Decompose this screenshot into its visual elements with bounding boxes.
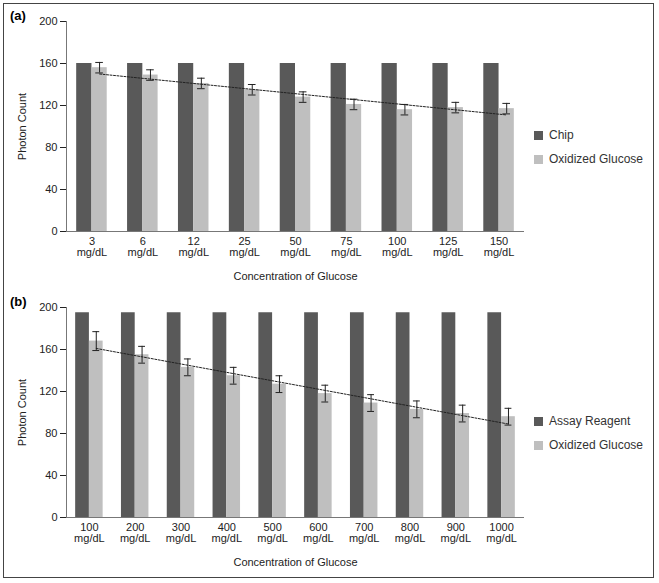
svg-text:700mg/dL: 700mg/dL <box>349 521 380 544</box>
svg-text:6mg/dL: 6mg/dL <box>128 235 159 258</box>
svg-text:80: 80 <box>45 427 57 439</box>
svg-text:40: 40 <box>45 469 57 481</box>
svg-text:500mg/dL: 500mg/dL <box>257 521 288 544</box>
svg-text:300mg/dL: 300mg/dL <box>166 521 197 544</box>
svg-text:0: 0 <box>51 511 57 523</box>
svg-text:1000mg/dL: 1000mg/dL <box>486 521 517 544</box>
svg-text:160: 160 <box>39 57 57 69</box>
svg-text:800mg/dL: 800mg/dL <box>395 521 426 544</box>
svg-text:Photon Count: Photon Count <box>16 93 28 160</box>
svg-text:25mg/dL: 25mg/dL <box>229 235 260 258</box>
svg-text:400mg/dL: 400mg/dL <box>212 521 243 544</box>
svg-text:100mg/dL: 100mg/dL <box>74 521 105 544</box>
svg-text:120: 120 <box>39 385 57 397</box>
svg-text:80: 80 <box>45 141 57 153</box>
svg-text:900mg/dL: 900mg/dL <box>441 521 472 544</box>
svg-text:3mg/dL: 3mg/dL <box>77 235 108 258</box>
html-text:(a): (a) <box>10 8 26 23</box>
html-text:Chip: Chip <box>549 128 574 142</box>
svg-text:12mg/dL: 12mg/dL <box>178 235 209 258</box>
html-text:(b): (b) <box>10 294 27 309</box>
svg-text:200mg/dL: 200mg/dL <box>120 521 151 544</box>
html-text:Oxidized Glucose: Oxidized Glucose <box>549 438 643 452</box>
svg-text:160: 160 <box>39 343 57 355</box>
html-text:Assay Reagent: Assay Reagent <box>549 414 631 428</box>
svg-text:40: 40 <box>45 183 57 195</box>
svg-text:200: 200 <box>39 15 57 27</box>
svg-text:Concentration of Glucose: Concentration of Glucose <box>233 556 357 568</box>
svg-text:Concentration of Glucose: Concentration of Glucose <box>233 270 357 282</box>
svg-text:150mg/dL: 150mg/dL <box>484 235 515 258</box>
html-text:Oxidized Glucose: Oxidized Glucose <box>549 152 643 166</box>
svg-text:50mg/dL: 50mg/dL <box>280 235 311 258</box>
svg-text:200: 200 <box>39 301 57 313</box>
svg-text:600mg/dL: 600mg/dL <box>303 521 334 544</box>
svg-text:Photon Count: Photon Count <box>16 379 28 446</box>
svg-text:75mg/dL: 75mg/dL <box>331 235 362 258</box>
svg-text:120: 120 <box>39 99 57 111</box>
svg-text:100mg/dL: 100mg/dL <box>382 235 413 258</box>
svg-text:125mg/dL: 125mg/dL <box>433 235 464 258</box>
svg-text:0: 0 <box>51 225 57 237</box>
